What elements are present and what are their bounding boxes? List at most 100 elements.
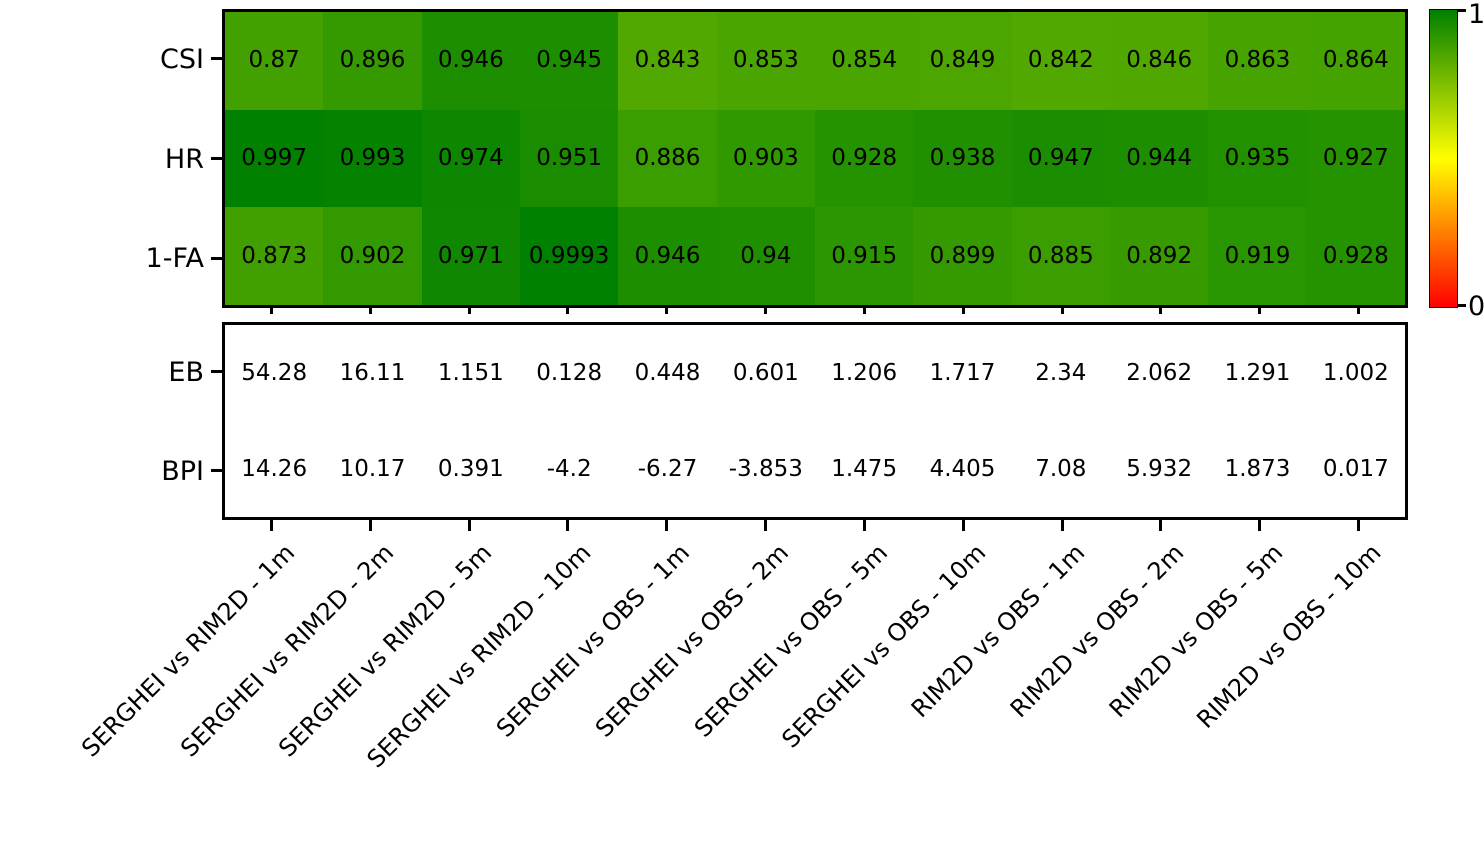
heatmap-cell: 0.899 [913, 207, 1012, 305]
table-cell: 1.206 [831, 359, 898, 386]
table-cell: 2.34 [1035, 359, 1087, 386]
x-tick-mark-lower [368, 519, 372, 531]
x-tick-mark-upper [1060, 308, 1064, 314]
x-tick-mark-upper [764, 308, 768, 314]
heatmap-cell: 0.971 [421, 207, 520, 305]
table-cell: 1.717 [929, 359, 996, 386]
row-label-1-fa: 1-FA [145, 243, 204, 275]
heatmap-cell: 0.886 [618, 109, 717, 208]
table-cell: -6.27 [637, 455, 698, 482]
y-tick-mark [211, 256, 222, 260]
table-cell: 54.28 [241, 359, 308, 386]
heatmap-cell: 0.915 [815, 207, 914, 305]
heatmap-cell: 0.946 [618, 207, 717, 305]
x-category-label: SERGHEI vs OBS - 10m [776, 538, 992, 754]
table-cell: 1.002 [1322, 359, 1389, 386]
y-tick-mark [211, 469, 222, 472]
table-cell: 1.873 [1224, 455, 1291, 482]
heatmap-cell: 0.903 [716, 109, 815, 208]
table-cell: 7.08 [1035, 455, 1087, 482]
heatmap-cell: 0.842 [1011, 12, 1110, 110]
heatmap-cell: 0.94 [716, 207, 815, 305]
heatmap-cell: 0.928 [1306, 207, 1405, 305]
heatmap-cell: 0.902 [323, 207, 422, 305]
table-cell: 1.291 [1224, 359, 1291, 386]
x-tick-mark-upper [566, 308, 570, 314]
table-cell: 0.391 [437, 455, 504, 482]
heatmap-cell: 0.947 [1011, 109, 1110, 208]
heatmap-cell: 0.944 [1110, 109, 1209, 208]
x-category-label: RIM2D vs OBS - 10m [1191, 538, 1387, 734]
x-tick-mark-lower [1258, 519, 1262, 531]
x-tick-mark-lower [566, 519, 570, 531]
colorbar [1429, 9, 1458, 308]
colorbar-min-tick [1458, 304, 1466, 307]
x-category-label: RIM2D vs OBS - 5m [1103, 538, 1289, 724]
x-category-label: RIM2D vs OBS - 1m [905, 538, 1091, 724]
heatmap-cell: 0.938 [913, 109, 1012, 208]
table-cell: 16.11 [339, 359, 406, 386]
x-category-label: SERGHEI vs OBS - 2m [589, 538, 794, 743]
x-tick-mark-upper [1159, 308, 1163, 314]
heatmap-cell: 0.945 [520, 12, 619, 110]
table-cell: 1.151 [437, 359, 504, 386]
table-cell: -4.2 [546, 455, 592, 482]
colorbar-max-label: 1 [1468, 0, 1484, 30]
heatmap-cell: 0.928 [815, 109, 914, 208]
y-tick-mark [211, 57, 222, 61]
heatmap-cell: 0.993 [323, 109, 422, 208]
table-cell: 0.448 [634, 359, 701, 386]
x-tick-mark-upper [467, 308, 471, 314]
x-tick-mark-lower [961, 519, 965, 531]
heatmap-cell: 0.896 [323, 12, 422, 110]
x-tick-mark-lower [1060, 519, 1064, 531]
table-panel-error-metrics: 54.28 16.11 1.151 0.128 0.448 0.601 1.206 1.717… [222, 322, 1408, 520]
heatmap-cell: 0.885 [1011, 207, 1110, 305]
heatmap-cell: 0.997 [225, 109, 324, 208]
x-tick-mark-lower [269, 519, 273, 531]
colorbar-max-tick [1458, 9, 1466, 12]
x-tick-mark-upper [961, 308, 965, 314]
x-tick-mark-lower [764, 519, 768, 531]
x-tick-mark-upper [368, 308, 372, 314]
heatmap-cell: 0.87 [225, 12, 324, 110]
x-category-label: SERGHEI vs RIM2D - 1m [75, 538, 300, 763]
heatmap-cell: 0.846 [1110, 12, 1209, 110]
table-cell: -3.853 [728, 455, 803, 482]
heatmap-cell: 0.853 [716, 12, 815, 110]
colorbar-min-label: 0 [1468, 291, 1484, 322]
y-tick-mark [211, 157, 222, 160]
heatmap-cell: 0.864 [1306, 12, 1405, 110]
heatmap-cell: 0.919 [1208, 207, 1307, 305]
heatmap-cell: 0.843 [618, 12, 717, 110]
x-tick-mark-upper [1357, 308, 1361, 314]
heatmap-cell: 0.927 [1306, 109, 1405, 208]
x-tick-mark-upper [665, 308, 669, 314]
x-tick-mark-upper [269, 308, 273, 314]
x-tick-mark-lower [1159, 519, 1163, 531]
table-cell: 4.405 [929, 455, 996, 482]
heatmap-cell: 0.854 [815, 12, 914, 110]
heatmap-cell: 0.863 [1208, 12, 1307, 110]
heatmap-cell: 0.873 [225, 207, 324, 305]
x-tick-mark-lower [665, 519, 669, 531]
table-cell: 0.128 [536, 359, 603, 386]
heatmap-cell: 0.946 [421, 12, 520, 110]
table-cell: 2.062 [1126, 359, 1193, 386]
heatmap-cell: 0.849 [913, 12, 1012, 110]
row-label-csi: CSI [160, 43, 204, 75]
table-cell: 1.475 [831, 455, 898, 482]
table-cell: 0.601 [732, 359, 799, 386]
x-tick-mark-lower [467, 519, 471, 531]
heatmap-cell: 0.892 [1110, 207, 1209, 305]
table-cell: 10.17 [339, 455, 406, 482]
x-category-label: RIM2D vs OBS - 2m [1004, 538, 1190, 724]
x-tick-mark-upper [862, 308, 866, 314]
row-label-bpi: BPI [161, 455, 204, 487]
table-cell: 0.017 [1322, 455, 1389, 482]
colorbar-gradient [1430, 10, 1457, 307]
row-label-eb: EB [168, 356, 204, 388]
heatmap-cell: 0.935 [1208, 109, 1307, 208]
x-category-label: SERGHEI vs OBS - 1m [491, 538, 696, 743]
